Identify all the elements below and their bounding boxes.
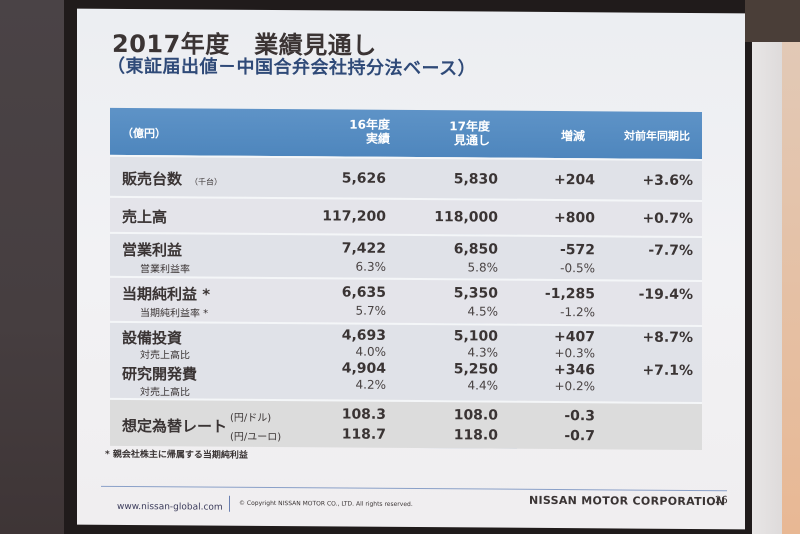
fx-eur-label: (円/ユーロ) xyxy=(230,431,282,444)
presentation-slide: 2017年度 業績見通し （東証届出値－中国合弁会社持分法ベース） （億円） 1… xyxy=(77,8,745,530)
cell-fy16: 6,635 xyxy=(341,284,386,301)
cell-usd-change: -0.3 xyxy=(564,408,595,425)
fx-usd-label: (円/ドル) xyxy=(230,412,272,425)
table-row-fx-rate: 想定為替レート (円/ドル) (円/ユーロ) 108.3 108.0 -0.3 … xyxy=(110,397,702,451)
pillar-lit-side xyxy=(782,42,800,534)
cell-fy16: 7,422 xyxy=(341,240,386,257)
cell-sub-fy16: 6.3% xyxy=(355,259,387,274)
table-row-units-sold: 販売台数 （千台） 5,626 5,830 +204 +3.6% xyxy=(110,154,702,201)
header-yoy: 対前年同期比 xyxy=(624,129,690,143)
cell-rnd-fy16: 4,904 xyxy=(341,360,386,377)
cell-yoy: -19.4% xyxy=(638,286,693,303)
slide-subtitle: （東証届出値－中国合弁会社持分法ベース） xyxy=(107,55,477,80)
cell-rnd-sub-fy17: 4.4% xyxy=(467,378,499,393)
table-row-net-income: 当期純利益 * 当期純利益率 * 6,635 5,350 -1,285 -19.… xyxy=(110,275,702,326)
cell-fy16: 117,200 xyxy=(322,208,386,225)
cell-rnd-sub-fy16: 4.2% xyxy=(355,377,387,392)
row-label: 販売台数 xyxy=(122,169,183,189)
cell-capex-fy16: 4,693 xyxy=(341,327,386,344)
cell-yoy: +0.7% xyxy=(642,210,693,227)
row-sub-label: 営業利益率 xyxy=(140,264,190,276)
footer-corporation: NISSAN MOTOR CORPORATION xyxy=(529,493,726,509)
cell-change: +800 xyxy=(554,209,595,227)
cell-rnd-change: +346 xyxy=(554,361,595,379)
cell-usd-fy16: 108.3 xyxy=(341,406,386,423)
cell-yoy: -7.7% xyxy=(648,242,693,259)
table-row-capex-rnd: 設備投資 対売上高比 4,693 5,100 +407 +8.7% 4.0% 4… xyxy=(110,320,702,403)
cell-rnd-sub-change: +0.2% xyxy=(554,379,595,394)
row-unit-note: （千台） xyxy=(190,177,223,187)
row-label-rnd: 研究開発費 xyxy=(122,364,198,384)
table-header: （億円） 16年度 実績 17年度 見通し 増減 対前年同期比 xyxy=(110,107,702,160)
cell-eur-fy16: 118.7 xyxy=(341,426,386,443)
unit-label: （億円） xyxy=(122,126,166,141)
cell-rnd-yoy: +7.1% xyxy=(642,362,693,379)
cell-capex-change: +407 xyxy=(554,328,595,346)
cell-usd-fy17: 108.0 xyxy=(453,407,498,424)
footer-url: www.nissan-global.com xyxy=(117,501,223,513)
cell-capex-sub-change: +0.3% xyxy=(554,346,595,361)
header-fy16: 16年度 実績 xyxy=(349,117,390,146)
cell-change: -1,285 xyxy=(544,285,595,303)
cell-sub-fy17: 5.8% xyxy=(467,260,499,275)
footer-copyright: © Copyright NISSAN MOTOR CO., LTD. All r… xyxy=(239,499,413,509)
cell-fy17: 118,000 xyxy=(434,209,498,226)
cell-sub-fy16: 5.7% xyxy=(355,303,387,318)
forecast-table: （億円） 16年度 実績 17年度 見通し 増減 対前年同期比 販売台数 （千台）… xyxy=(110,107,702,451)
row-sub-label: 当期純利益率 * xyxy=(140,308,209,320)
cell-fy17: 5,830 xyxy=(453,171,498,188)
page-number: 26 xyxy=(715,495,728,507)
row-sub-label-rnd: 対売上高比 xyxy=(140,387,190,399)
room-background-right xyxy=(745,0,800,42)
cell-fy17: 5,350 xyxy=(453,285,498,302)
cell-capex-sub-fy16: 4.0% xyxy=(355,344,387,359)
header-fy17: 17年度 見通し xyxy=(449,119,490,148)
cell-fy16: 5,626 xyxy=(341,170,386,187)
cell-rnd-fy17: 5,250 xyxy=(453,361,498,378)
table-row-revenue: 売上高 117,200 118,000 +800 +0.7% xyxy=(110,195,702,237)
cell-sub-change: -0.5% xyxy=(560,261,595,276)
cell-sub-change: -1.2% xyxy=(560,305,595,320)
cell-eur-change: -0.7 xyxy=(564,428,595,445)
cell-change: -572 xyxy=(559,242,595,259)
row-label: 売上高 xyxy=(122,207,168,227)
row-label: 想定為替レート xyxy=(122,416,228,436)
cell-yoy: +3.6% xyxy=(642,172,693,189)
footnote: * 親会社株主に帰属する当期純利益 xyxy=(105,449,248,461)
row-label: 営業利益 xyxy=(122,240,183,260)
table-row-operating-profit: 営業利益 営業利益率 7,422 6,850 -572 -7.7% 6.3% 5… xyxy=(110,231,702,281)
row-label-capex: 設備投資 xyxy=(122,328,183,348)
row-label: 当期純利益 * xyxy=(122,284,211,304)
cell-fy17: 6,850 xyxy=(453,241,498,258)
room-background-left xyxy=(0,0,66,534)
cell-capex-sub-fy17: 4.3% xyxy=(467,345,499,360)
cell-capex-fy17: 5,100 xyxy=(453,328,498,345)
cell-sub-fy17: 4.5% xyxy=(467,304,499,319)
footer-separator xyxy=(229,495,230,512)
footer-divider xyxy=(101,485,727,492)
cell-change: +204 xyxy=(554,171,595,189)
header-change: 増減 xyxy=(560,129,585,144)
cell-capex-yoy: +8.7% xyxy=(642,329,693,346)
cell-eur-fy17: 118.0 xyxy=(453,427,498,444)
row-sub-label-capex: 対売上高比 xyxy=(140,350,190,362)
